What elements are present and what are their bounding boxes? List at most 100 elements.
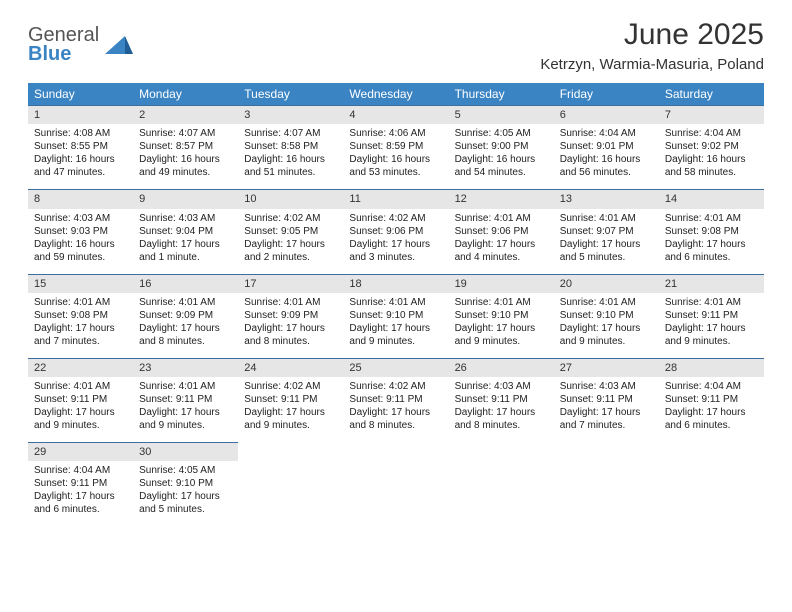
sunset-text: Sunset: 8:55 PM: [34, 140, 127, 153]
sunrise-text: Sunrise: 4:01 AM: [455, 296, 548, 309]
daylight-text-2: and 8 minutes.: [244, 335, 337, 348]
day-number-row: 2930: [28, 443, 764, 462]
daylight-text-2: and 8 minutes.: [349, 419, 442, 432]
daylight-text-1: Daylight: 17 hours: [34, 406, 127, 419]
day-number-row: 891011121314: [28, 190, 764, 209]
daylight-text-2: and 9 minutes.: [349, 335, 442, 348]
daylight-text-2: and 1 minute.: [139, 251, 232, 264]
daylight-text-2: and 54 minutes.: [455, 166, 548, 179]
sunrise-text: Sunrise: 4:04 AM: [560, 127, 653, 140]
daylight-text-1: Daylight: 16 hours: [349, 153, 442, 166]
day-number: 16: [133, 274, 238, 293]
sunset-text: Sunset: 9:11 PM: [560, 393, 653, 406]
sunrise-text: Sunrise: 4:04 AM: [34, 464, 127, 477]
daylight-text-1: Daylight: 17 hours: [139, 490, 232, 503]
daylight-text-2: and 9 minutes.: [139, 419, 232, 432]
sunrise-text: Sunrise: 4:05 AM: [139, 464, 232, 477]
day-number: 26: [449, 358, 554, 377]
daylight-text-2: and 7 minutes.: [34, 335, 127, 348]
day-body: Sunrise: 4:02 AMSunset: 9:11 PMDaylight:…: [343, 377, 448, 443]
day-body: [343, 461, 448, 526]
day-body: Sunrise: 4:01 AMSunset: 9:10 PMDaylight:…: [449, 293, 554, 359]
day-number: 18: [343, 274, 448, 293]
day-number: 4: [343, 106, 448, 125]
day-number: [343, 443, 448, 462]
day-number: 25: [343, 358, 448, 377]
day-number: 17: [238, 274, 343, 293]
day-body: Sunrise: 4:01 AMSunset: 9:11 PMDaylight:…: [659, 293, 764, 359]
daylight-text-1: Daylight: 17 hours: [560, 322, 653, 335]
daylight-text-1: Daylight: 16 hours: [34, 153, 127, 166]
sunset-text: Sunset: 9:00 PM: [455, 140, 548, 153]
title-block: June 2025 Ketrzyn, Warmia-Masuria, Polan…: [540, 18, 764, 73]
day-body: [659, 461, 764, 526]
daylight-text-1: Daylight: 17 hours: [455, 238, 548, 251]
daylight-text-2: and 49 minutes.: [139, 166, 232, 179]
day-number: 9: [133, 190, 238, 209]
sunset-text: Sunset: 8:58 PM: [244, 140, 337, 153]
daylight-text-2: and 5 minutes.: [560, 251, 653, 264]
day-body: Sunrise: 4:04 AMSunset: 9:11 PMDaylight:…: [659, 377, 764, 443]
sunrise-text: Sunrise: 4:01 AM: [34, 296, 127, 309]
day-number-row: 1234567: [28, 106, 764, 125]
sunrise-text: Sunrise: 4:08 AM: [34, 127, 127, 140]
day-number: 29: [28, 443, 133, 462]
daylight-text-1: Daylight: 17 hours: [349, 322, 442, 335]
sunrise-text: Sunrise: 4:03 AM: [560, 380, 653, 393]
day-body: Sunrise: 4:01 AMSunset: 9:10 PMDaylight:…: [554, 293, 659, 359]
day-body-row: Sunrise: 4:08 AMSunset: 8:55 PMDaylight:…: [28, 124, 764, 190]
daylight-text-1: Daylight: 16 hours: [244, 153, 337, 166]
logo-triangle-icon: [105, 32, 133, 59]
daylight-text-2: and 47 minutes.: [34, 166, 127, 179]
weekday-header: Sunday: [28, 83, 133, 106]
sunrise-text: Sunrise: 4:01 AM: [34, 380, 127, 393]
sunset-text: Sunset: 9:11 PM: [139, 393, 232, 406]
sunset-text: Sunset: 9:11 PM: [34, 393, 127, 406]
day-body-row: Sunrise: 4:04 AMSunset: 9:11 PMDaylight:…: [28, 461, 764, 526]
day-number: 6: [554, 106, 659, 125]
day-body: [554, 461, 659, 526]
day-body: Sunrise: 4:01 AMSunset: 9:08 PMDaylight:…: [659, 209, 764, 275]
sunrise-text: Sunrise: 4:03 AM: [455, 380, 548, 393]
day-number: 10: [238, 190, 343, 209]
day-number: 15: [28, 274, 133, 293]
daylight-text-2: and 3 minutes.: [349, 251, 442, 264]
daylight-text-1: Daylight: 17 hours: [349, 406, 442, 419]
daylight-text-2: and 9 minutes.: [244, 419, 337, 432]
day-body: Sunrise: 4:01 AMSunset: 9:09 PMDaylight:…: [238, 293, 343, 359]
daylight-text-2: and 2 minutes.: [244, 251, 337, 264]
weekday-header: Monday: [133, 83, 238, 106]
daylight-text-2: and 6 minutes.: [665, 251, 758, 264]
daylight-text-1: Daylight: 17 hours: [665, 406, 758, 419]
day-number: 11: [343, 190, 448, 209]
day-body: Sunrise: 4:03 AMSunset: 9:11 PMDaylight:…: [449, 377, 554, 443]
day-body: Sunrise: 4:03 AMSunset: 9:04 PMDaylight:…: [133, 209, 238, 275]
sunrise-text: Sunrise: 4:01 AM: [139, 380, 232, 393]
day-number: 2: [133, 106, 238, 125]
weekday-header: Thursday: [449, 83, 554, 106]
sunrise-text: Sunrise: 4:01 AM: [139, 296, 232, 309]
day-body: Sunrise: 4:02 AMSunset: 9:05 PMDaylight:…: [238, 209, 343, 275]
day-body: Sunrise: 4:01 AMSunset: 9:10 PMDaylight:…: [343, 293, 448, 359]
day-number: 22: [28, 358, 133, 377]
day-number-row: 22232425262728: [28, 358, 764, 377]
sunrise-text: Sunrise: 4:01 AM: [665, 296, 758, 309]
sunset-text: Sunset: 8:59 PM: [349, 140, 442, 153]
daylight-text-1: Daylight: 17 hours: [665, 238, 758, 251]
daylight-text-2: and 9 minutes.: [34, 419, 127, 432]
day-number-row: 15161718192021: [28, 274, 764, 293]
sunset-text: Sunset: 9:02 PM: [665, 140, 758, 153]
day-number: 20: [554, 274, 659, 293]
day-number: 19: [449, 274, 554, 293]
day-number: [449, 443, 554, 462]
day-body: Sunrise: 4:03 AMSunset: 9:11 PMDaylight:…: [554, 377, 659, 443]
sunrise-text: Sunrise: 4:01 AM: [560, 212, 653, 225]
daylight-text-1: Daylight: 17 hours: [665, 322, 758, 335]
day-body: Sunrise: 4:04 AMSunset: 9:02 PMDaylight:…: [659, 124, 764, 190]
daylight-text-1: Daylight: 16 hours: [34, 238, 127, 251]
sunrise-text: Sunrise: 4:07 AM: [139, 127, 232, 140]
day-body-row: Sunrise: 4:01 AMSunset: 9:08 PMDaylight:…: [28, 293, 764, 359]
sunrise-text: Sunrise: 4:01 AM: [665, 212, 758, 225]
sunset-text: Sunset: 9:09 PM: [244, 309, 337, 322]
day-body: Sunrise: 4:07 AMSunset: 8:57 PMDaylight:…: [133, 124, 238, 190]
